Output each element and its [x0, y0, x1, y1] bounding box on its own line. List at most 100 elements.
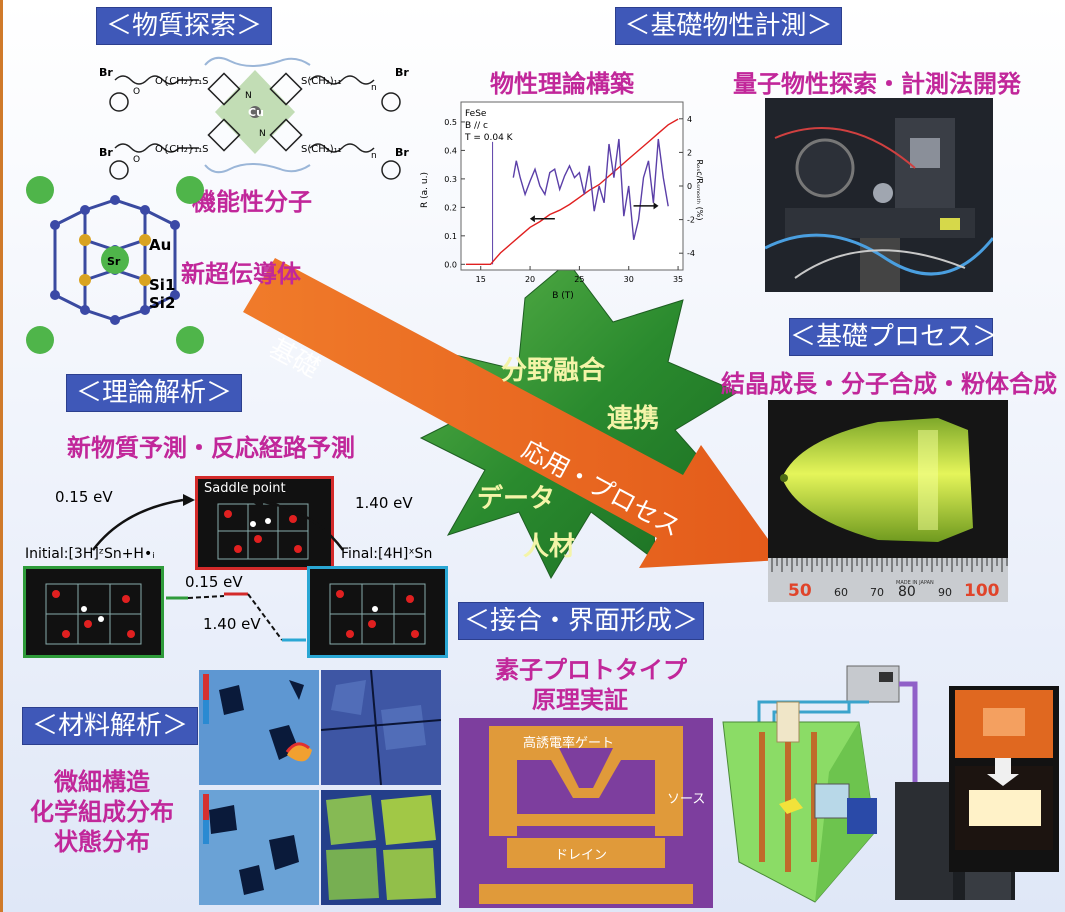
mol-n-2: N	[259, 129, 266, 139]
chart-y2tick-label: -2	[687, 216, 695, 225]
mol-br-1: Br	[99, 66, 113, 79]
ruler-made-in-japan: MADE IN JAPAN	[896, 580, 934, 586]
mol-o-chain-1: O{CH₂}₁₁S	[155, 76, 208, 87]
chart-annotation-field: B // c	[465, 121, 488, 131]
chart-series-line-1	[512, 138, 669, 240]
chart-annotation-temp: T = 0.04 K	[464, 133, 514, 143]
star-text-human-resources: 人材	[523, 532, 576, 562]
chart-ytick-label: 0.0	[444, 260, 457, 269]
saddle-point-panel: Saddle point	[195, 476, 334, 570]
chart-xtick-label: 20	[525, 275, 535, 284]
caption-microstructure: 微細構造	[54, 768, 150, 796]
energy-level-lower-label: 1.40 eV	[203, 615, 261, 633]
energy-backward-label: 1.40 eV	[355, 494, 413, 512]
header-junction-interface: ＜接合・界面形成＞	[458, 602, 704, 640]
ruler-tick-label-100: 100	[964, 581, 1000, 601]
star-text-data: データ	[477, 484, 556, 514]
final-state-panel	[307, 566, 448, 658]
caption-device-prototype-2: 原理実証	[532, 686, 628, 714]
header-basic-property: ＜基礎物性計測＞	[615, 7, 842, 45]
analysis-map-1	[199, 670, 319, 785]
crystal-si2-label: Si2	[149, 294, 176, 312]
chart-y2tick-label: 2	[687, 148, 692, 157]
chart-ticks: 15 20 25 30 35 0.0 0.1 0.2 0.3 0.4 0.5 -4 -2 0 2 4	[444, 115, 695, 284]
analysis-map-3	[199, 790, 319, 905]
chart-xtick-label: 30	[624, 275, 634, 284]
device-prototype-photo: 高誘電率ゲート ソース ドレイン	[459, 718, 713, 908]
caption-chemical-composition: 化学組成分布	[30, 798, 174, 826]
caption-device-prototype-1: 素子プロトタイプ	[495, 656, 687, 684]
ruler-tick-label-50: 50	[788, 581, 812, 601]
chart-y2tick-label: 4	[687, 115, 692, 124]
star-text-cooperation: 連携	[607, 404, 660, 434]
star-text-field-fusion: 分野融合	[501, 356, 606, 386]
chart-y2tick-label: -4	[687, 249, 695, 258]
mol-n-sub-1: n	[371, 83, 377, 93]
crystal-sr-label: Sr	[107, 255, 121, 268]
mol-br-3: Br	[395, 66, 409, 79]
device-source-label: ソース	[667, 792, 706, 807]
mol-o-chain-2: O{CH₂}₁₁S	[155, 144, 208, 155]
sintering-apparatus-illustration	[722, 665, 1059, 903]
mol-n-sub-2: n	[371, 151, 377, 161]
chart-ylabel: R (a. u.)	[420, 172, 430, 208]
mol-s-chain-2: S(CH₂)₁₁	[301, 144, 342, 155]
chart-y2tick-label: 0	[687, 182, 692, 191]
chart-y2label: Rₒₛc/Rₛₘₒₒₜₕ (%)	[695, 159, 703, 220]
crystal-boule-photo: 50 60 70 80 90 100 MADE IN JAPAN	[768, 400, 1008, 602]
ruler-tick-label-90: 90	[938, 586, 952, 599]
mol-o-2: O	[133, 155, 140, 165]
chart-ytick-label: 0.3	[444, 175, 457, 184]
chart-xlabel: B (T)	[552, 291, 574, 300]
chart-plot-area	[460, 101, 684, 271]
chart-axis-arrowhead-left	[529, 215, 535, 223]
caption-new-material-prediction: 新物質予測・反応経路予測	[67, 434, 355, 462]
ruler-tick-label-70: 70	[870, 586, 884, 599]
reaction-arrows	[92, 494, 344, 551]
chart-xtick-label: 35	[673, 275, 683, 284]
mol-n-1: N	[245, 91, 252, 101]
crystal-au-label: Au	[149, 236, 172, 254]
mol-s-chain-1: S(CH₂)₁₁	[301, 76, 342, 87]
initial-state-panel	[23, 566, 164, 658]
big-arrow-shape	[243, 258, 783, 568]
crystal-si1-label: Si1	[149, 276, 176, 294]
header-material-search: ＜物質探索＞	[96, 7, 272, 45]
mol-cu: Cu	[248, 106, 264, 119]
energy-level-diagram	[166, 592, 306, 642]
chart-annotation-material: FeSe	[465, 109, 487, 119]
molecule-diagram: Br Br Br Br Cu N N O{CH₂}₁₁S O{CH₂}₁₁S S…	[99, 56, 409, 180]
central-graphic	[243, 258, 783, 580]
crystal-structure: Sr	[26, 176, 204, 354]
energy-level-upper-label: 0.15 eV	[185, 573, 243, 591]
header-material-analysis: ＜材料解析＞	[22, 707, 198, 745]
ruler-tick-label-60: 60	[834, 586, 848, 599]
chart-ytick-label: 0.1	[444, 232, 457, 241]
caption-new-superconductor: 新超伝導体	[181, 260, 301, 288]
chart-series-line-0	[465, 118, 679, 265]
mol-br-4: Br	[395, 146, 409, 159]
caption-crystal-growth: 結晶成長・分子合成・粉体合成	[721, 370, 1057, 398]
energy-forward-label: 0.15 eV	[55, 488, 113, 506]
chart-xtick-label: 25	[574, 275, 584, 284]
ruler-tick-label-80: 80	[898, 584, 916, 600]
header-basic-process: ＜基礎プロセス＞	[789, 318, 998, 356]
chart-xtick-label: 15	[476, 275, 486, 284]
header-theory-analysis: ＜理論解析＞	[66, 374, 242, 412]
device-gate-label: 高誘電率ゲート	[523, 736, 615, 751]
lab-apparatus-photo	[765, 98, 993, 292]
chart-axis-arrowhead-right	[653, 202, 659, 210]
chart-ytick-label: 0.5	[444, 118, 457, 127]
analysis-map-2	[321, 670, 441, 785]
caption-property-theory: 物性理論構築	[490, 70, 634, 98]
device-drain-label: ドレイン	[555, 848, 608, 863]
saddle-point-label: Saddle point	[204, 481, 286, 496]
mol-o-1: O	[133, 87, 140, 97]
chart-marks	[465, 118, 679, 265]
chart-ytick-label: 0.4	[444, 146, 457, 155]
analysis-map-4	[321, 790, 441, 905]
caption-functional-molecule: 機能性分子	[192, 188, 312, 216]
caption-quantum-measurement: 量子物性探索・計測法開発	[733, 70, 1021, 98]
initial-state-label: Initial:[3H]ᶻSn+H•ᵢ	[25, 546, 155, 562]
